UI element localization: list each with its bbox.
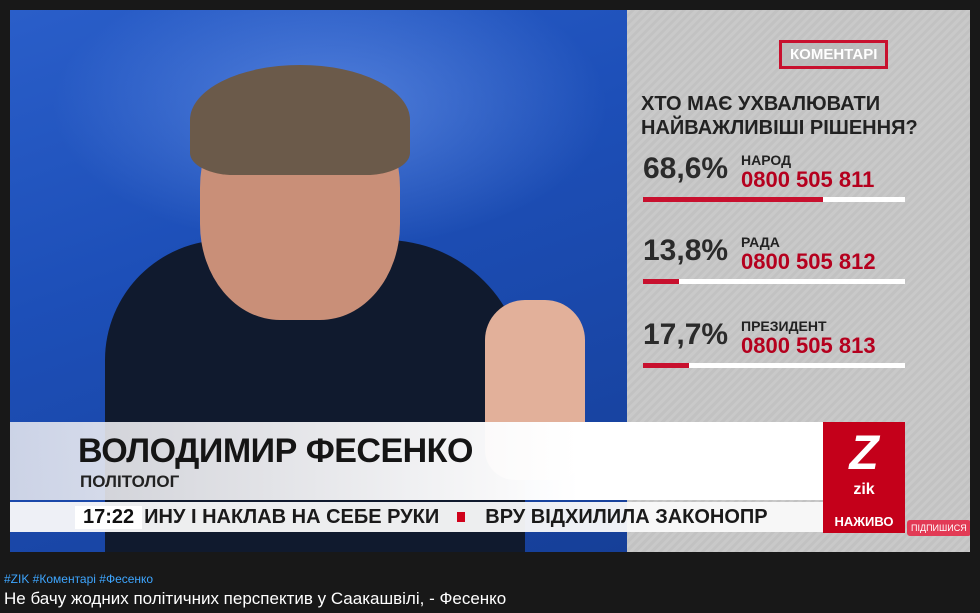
speaker-hair <box>190 65 410 175</box>
logo-name: zik <box>853 481 875 498</box>
option-bar-fill <box>643 279 680 284</box>
ticker-time: 17:22 <box>75 505 143 529</box>
option-phone: 0800 505 812 <box>741 249 876 274</box>
option-bar-fill <box>643 197 823 202</box>
zik-logo: Z zik НАЖИВО <box>823 422 905 533</box>
question-line: НАЙВАЖЛИВІШІ РІШЕННЯ? <box>641 117 918 139</box>
option-percent: 17,7% <box>643 318 729 351</box>
video-title: Не бачу жодних політичних перспектив у С… <box>4 589 507 608</box>
option-bar-fill <box>643 363 690 368</box>
option-phone: 0800 505 813 <box>741 333 876 358</box>
option-percent: 13,8% <box>643 234 729 267</box>
speaker-name: ВОЛОДИМИР ФЕСЕНКО <box>78 432 473 470</box>
ticker-item: ВРУ ВІДХИЛИЛА ЗАКОНОПР <box>485 505 768 528</box>
option-bar <box>643 363 905 368</box>
lower-third: ВОЛОДИМИР ФЕСЕНКО ПОЛІТОЛОГ <box>10 422 823 500</box>
news-ticker: 17:22 ИНУ І НАКЛАВ НА СЕБЕ РУКИ ВРУ ВІДХ… <box>10 502 905 532</box>
option-label: ПРЕЗИДЕНТ <box>741 318 827 334</box>
live-label: НАЖИВО <box>834 514 894 529</box>
hashtags[interactable]: #ZIK #Коментарі #Фесенко <box>4 572 154 586</box>
speaker-role: ПОЛІТОЛОГ <box>80 472 180 491</box>
option-percent: 68,6% <box>643 152 729 185</box>
question-line: ХТО МАЄ УХВАЛЮВАТИ <box>641 93 881 115</box>
option-label: РАДА <box>741 234 780 250</box>
logo-mark: Z <box>849 427 879 480</box>
option-label: НАРОД <box>741 152 792 168</box>
comments-badge: КОМЕНТАРІ <box>779 40 889 69</box>
poll-question: ХТО МАЄ УХВАЛЮВАТИ НАЙВАЖЛИВІШІ РІШЕННЯ? <box>641 92 918 140</box>
option-bar <box>643 279 905 284</box>
ticker-separator-icon <box>457 512 466 522</box>
studio-background <box>10 10 627 552</box>
option-bar <box>643 197 905 202</box>
option-phone: 0800 505 811 <box>741 167 875 192</box>
ticker-item: ИНУ І НАКЛАВ НА СЕБЕ РУКИ <box>144 505 440 528</box>
video-player[interactable]: КОМЕНТАРІ ХТО МАЄ УХВАЛЮВАТИ НАЙВАЖЛИВІШ… <box>10 10 970 552</box>
speaker-image <box>105 50 585 552</box>
subscribe-button[interactable]: ПІДПИШИСЯ <box>907 520 970 536</box>
